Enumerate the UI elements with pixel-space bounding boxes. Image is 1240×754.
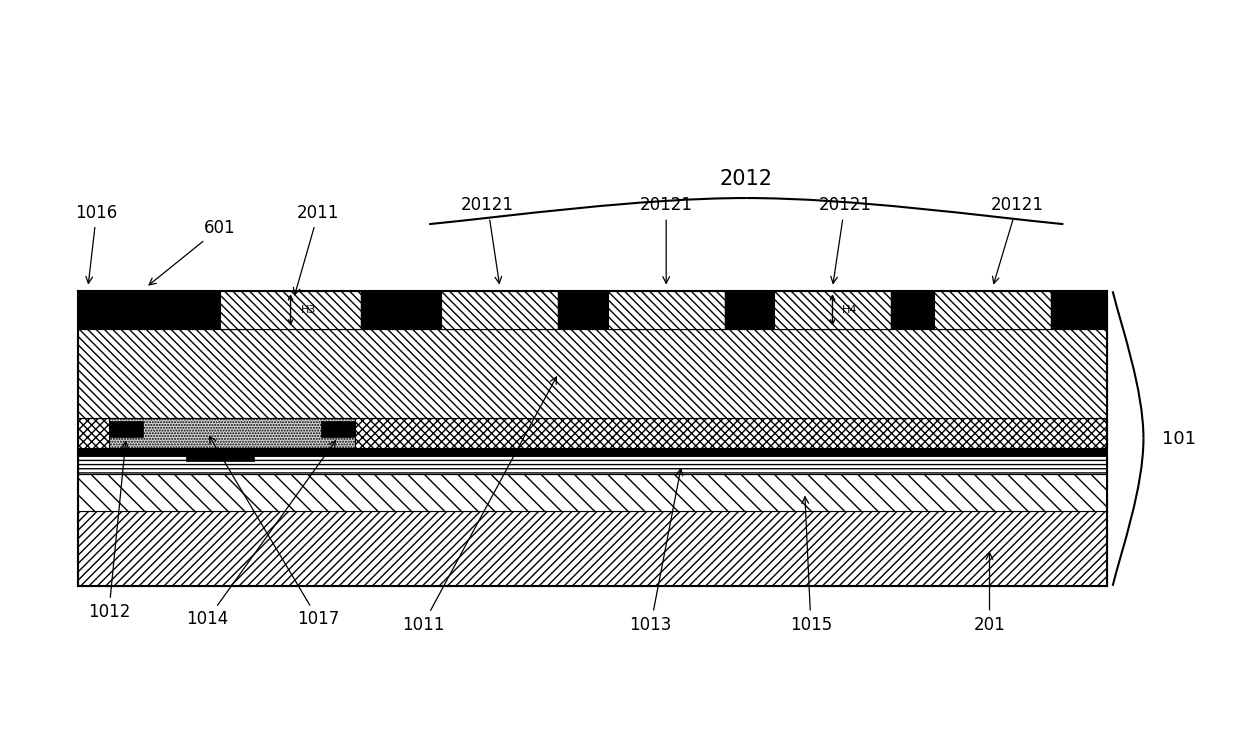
Text: 20121: 20121 — [818, 197, 872, 284]
Bar — [321, 421, 355, 437]
Bar — [78, 511, 1106, 586]
Bar — [724, 291, 728, 329]
Bar — [109, 418, 355, 448]
Bar — [78, 448, 1106, 455]
Bar — [558, 291, 562, 329]
Bar — [109, 421, 144, 437]
Text: 20121: 20121 — [991, 197, 1044, 284]
Bar — [78, 291, 1106, 329]
Bar — [1052, 291, 1055, 329]
Text: 2011: 2011 — [294, 204, 340, 295]
Bar — [216, 291, 219, 329]
Bar — [78, 329, 1106, 418]
Bar — [78, 418, 1106, 448]
Bar — [78, 455, 1106, 474]
Bar — [934, 291, 1052, 329]
Bar — [604, 291, 608, 329]
Bar — [770, 291, 774, 329]
Bar — [186, 448, 253, 461]
Bar — [892, 291, 895, 329]
Text: 601: 601 — [149, 219, 236, 285]
Bar — [441, 291, 558, 329]
Bar — [219, 291, 361, 329]
Text: 20121: 20121 — [461, 197, 515, 284]
Text: 201: 201 — [973, 553, 1006, 633]
Bar — [438, 291, 441, 329]
Text: H4: H4 — [842, 305, 858, 315]
Text: 1013: 1013 — [630, 469, 683, 633]
Bar — [774, 291, 892, 329]
Bar — [608, 291, 724, 329]
Text: 1011: 1011 — [402, 377, 557, 633]
Text: 1015: 1015 — [790, 497, 832, 633]
Text: 2012: 2012 — [719, 170, 773, 189]
Bar — [361, 291, 365, 329]
Text: 1014: 1014 — [186, 441, 336, 628]
Bar — [78, 474, 1106, 511]
Text: 1012: 1012 — [88, 442, 130, 621]
Text: H3: H3 — [300, 305, 316, 315]
Text: 1016: 1016 — [76, 204, 118, 284]
Text: 20121: 20121 — [640, 197, 693, 284]
Text: 101: 101 — [1162, 430, 1195, 448]
Text: 1017: 1017 — [210, 437, 340, 628]
Bar — [930, 291, 934, 329]
